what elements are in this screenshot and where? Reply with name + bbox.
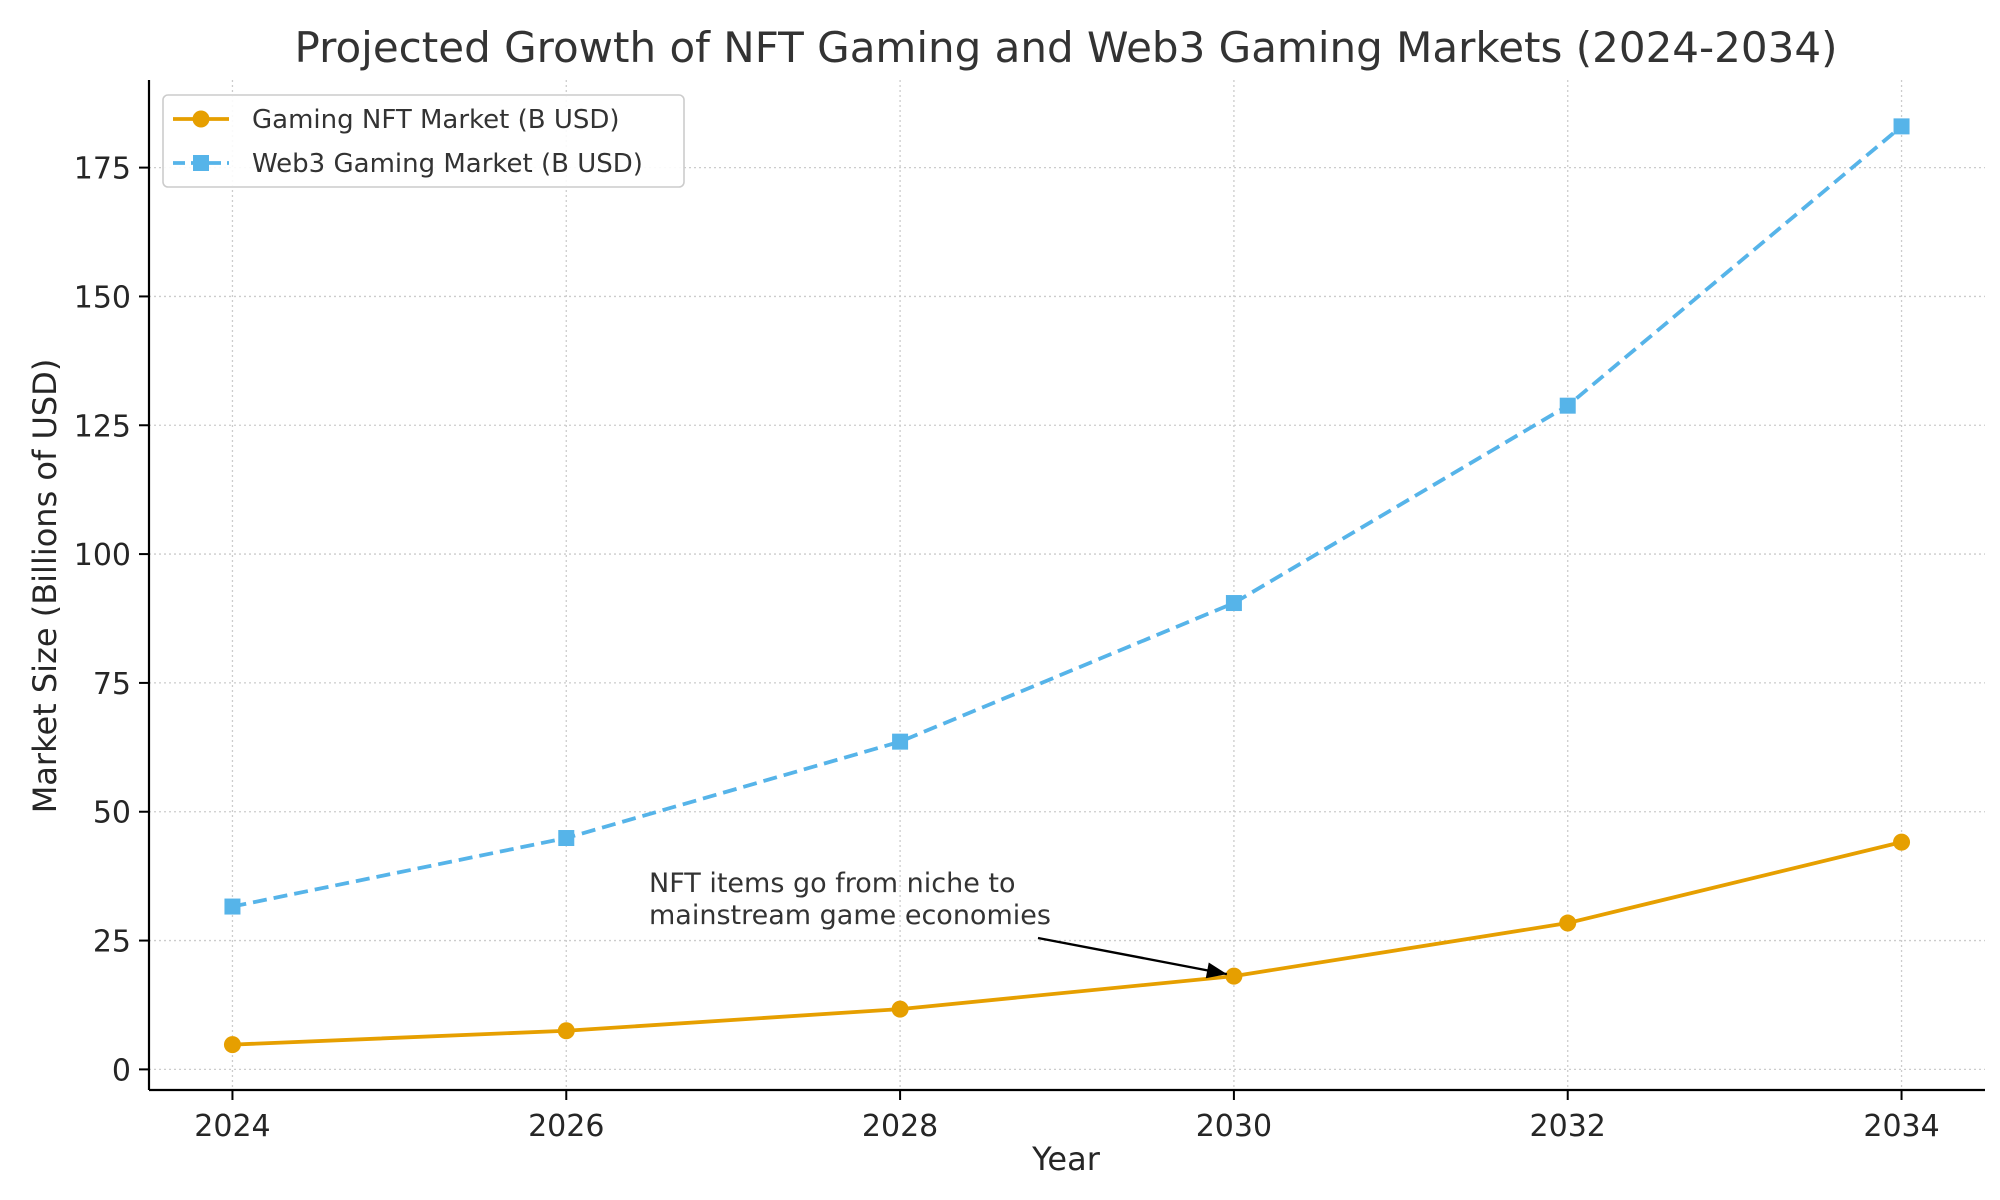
data-point-circle-marker bbox=[223, 1036, 241, 1054]
data-point-square-marker bbox=[892, 733, 909, 750]
y-tick-label: 0 bbox=[112, 1053, 131, 1088]
annotation-arrow-line bbox=[1037, 936, 1228, 976]
y-tick-label: 150 bbox=[74, 280, 131, 315]
data-point-square-marker bbox=[224, 898, 241, 915]
legend-frame bbox=[162, 94, 685, 188]
y-tick-label: 100 bbox=[74, 538, 131, 573]
y-axis-label: Market Size (Billions of USD) bbox=[26, 359, 64, 814]
annotation-text-line: mainstream game economies bbox=[649, 900, 1051, 931]
x-tick-label: 2030 bbox=[1196, 1109, 1272, 1144]
legend: Gaming NFT Market (B USD) Web3 Gaming Mar… bbox=[162, 94, 685, 188]
y-tick-label: 25 bbox=[93, 925, 131, 960]
data-point-square-marker bbox=[558, 830, 575, 847]
x-tick-label: 2032 bbox=[1530, 1109, 1606, 1144]
chart-title: Projected Growth of NFT Gaming and Web3 … bbox=[295, 23, 1838, 72]
series-line-2 bbox=[232, 124, 1903, 909]
legend-square-marker bbox=[193, 155, 209, 171]
legend-label: Web3 Gaming Market (B USD) bbox=[252, 149, 643, 179]
series-line-1 bbox=[232, 840, 1902, 1047]
annotation-arrow-head-icon bbox=[1205, 962, 1227, 979]
y-tick-label: 175 bbox=[74, 152, 131, 187]
x-tick-label: 2034 bbox=[1863, 1109, 1939, 1144]
data-point-circle-marker bbox=[557, 1022, 575, 1040]
annotation-text-line: NFT items go from niche to bbox=[649, 868, 1016, 899]
x-tick-label: 2026 bbox=[528, 1109, 604, 1144]
x-tick-label: 2024 bbox=[194, 1109, 270, 1144]
legend-circle-marker bbox=[192, 110, 210, 128]
x-axis-label: Year bbox=[1031, 1140, 1101, 1178]
data-point-square-marker bbox=[1559, 397, 1576, 414]
data-point-circle-marker bbox=[1893, 833, 1911, 851]
y-tick-label: 125 bbox=[74, 409, 131, 444]
data-point-square-marker bbox=[1893, 118, 1910, 135]
data-point-circle-marker bbox=[1225, 967, 1243, 985]
series-layer bbox=[223, 118, 1911, 1054]
data-point-circle-marker bbox=[1559, 914, 1577, 932]
axes: 2024 2026 2028 2030 2032 2034 0 25 50 75 100 125 150… bbox=[74, 80, 1985, 1144]
legend-label: Gaming NFT Market (B USD) bbox=[252, 105, 620, 135]
y-tick-label: 50 bbox=[93, 796, 131, 831]
grid bbox=[149, 80, 1985, 1090]
data-point-circle-marker bbox=[891, 1000, 909, 1018]
data-point-square-marker bbox=[1225, 595, 1242, 612]
x-tick-label: 2028 bbox=[862, 1109, 938, 1144]
y-tick-label: 75 bbox=[93, 667, 131, 702]
